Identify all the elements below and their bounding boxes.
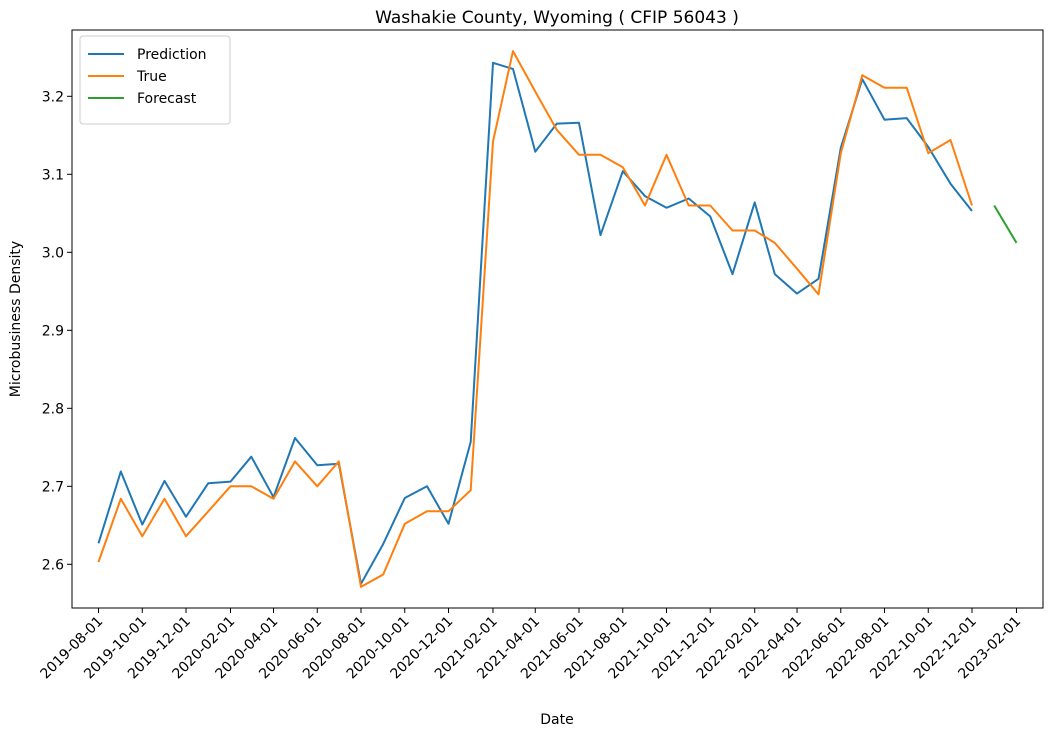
y-tick-label: 3.0 bbox=[42, 245, 64, 261]
legend-label-true: True bbox=[136, 69, 167, 85]
legend-label-forecast: Forecast bbox=[137, 91, 197, 107]
x-axis: 2019-08-012019-10-012019-12-012020-02-01… bbox=[38, 608, 1024, 682]
series-lines bbox=[97, 50, 1018, 588]
y-tick-label: 3.1 bbox=[42, 167, 64, 183]
y-tick-label: 2.6 bbox=[42, 557, 64, 573]
series-line-true bbox=[97, 50, 973, 588]
y-tick-label: 2.8 bbox=[42, 401, 64, 417]
legend-box bbox=[79, 35, 231, 125]
plot-frame bbox=[71, 29, 1044, 609]
x-axis-title: Date bbox=[540, 712, 573, 728]
y-tick-label: 3.2 bbox=[42, 89, 64, 105]
y-tick-label: 2.9 bbox=[42, 323, 64, 339]
legend: Prediction True Forecast bbox=[79, 35, 231, 125]
series-line-prediction bbox=[97, 61, 973, 585]
plot-area bbox=[71, 29, 1044, 609]
y-axis: 2.6 2.7 2.8 2.9 3.0 3.1 3.2 bbox=[42, 89, 72, 573]
chart-title: Washakie County, Wyoming ( CFIP 56043 ) bbox=[375, 8, 739, 28]
y-axis-title: Microbusiness Density bbox=[8, 241, 24, 397]
y-tick-label: 2.7 bbox=[42, 479, 64, 495]
series-line-forecast bbox=[993, 204, 1018, 244]
legend-label-prediction: Prediction bbox=[137, 47, 207, 63]
